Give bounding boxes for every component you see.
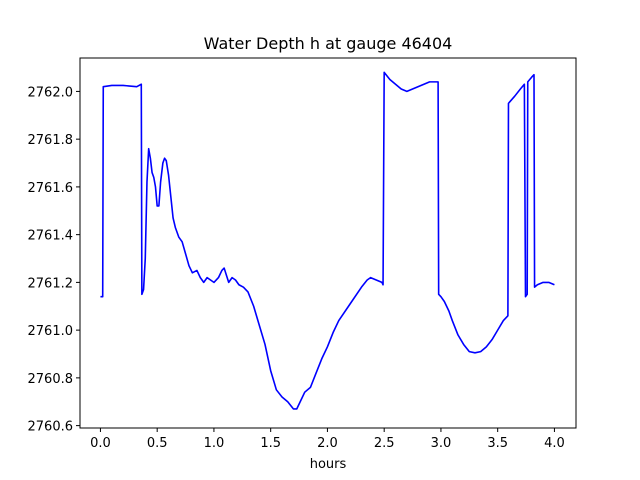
x-tick-label: 2.0 xyxy=(317,436,338,451)
y-tick-label: 2761.6 xyxy=(28,181,74,196)
x-tick-label: 3.5 xyxy=(487,436,508,451)
ticks-layer: 0.0 0.5 1.0 1.5 2.0 2.5 3.0 3.5 4.0 2760.6 2760.8 2… xyxy=(28,85,565,451)
x-axis-label: hours xyxy=(310,457,347,472)
x-tick-label: 4.0 xyxy=(544,436,565,451)
y-tick-label: 2761.0 xyxy=(28,324,74,339)
x-tick-label: 0.5 xyxy=(147,436,168,451)
y-tick-label: 2761.4 xyxy=(28,229,74,244)
y-tick-label: 2762.0 xyxy=(28,85,74,100)
y-tick-label: 2760.8 xyxy=(28,372,74,387)
x-tick-label: 3.0 xyxy=(431,436,452,451)
x-tick-label: 0.0 xyxy=(90,436,111,451)
y-tick-label: 2760.6 xyxy=(28,420,74,435)
x-tick-label: 1.5 xyxy=(260,436,281,451)
y-tick-label: 2761.8 xyxy=(28,133,74,148)
x-tick-label: 1.0 xyxy=(204,436,225,451)
x-tick-label: 2.5 xyxy=(374,436,395,451)
plot-area xyxy=(79,57,577,429)
chart-title: Water Depth h at gauge 46404 xyxy=(204,34,453,53)
y-tick-label: 2761.2 xyxy=(28,276,74,291)
series-layer xyxy=(100,71,555,410)
series-line xyxy=(100,71,555,410)
